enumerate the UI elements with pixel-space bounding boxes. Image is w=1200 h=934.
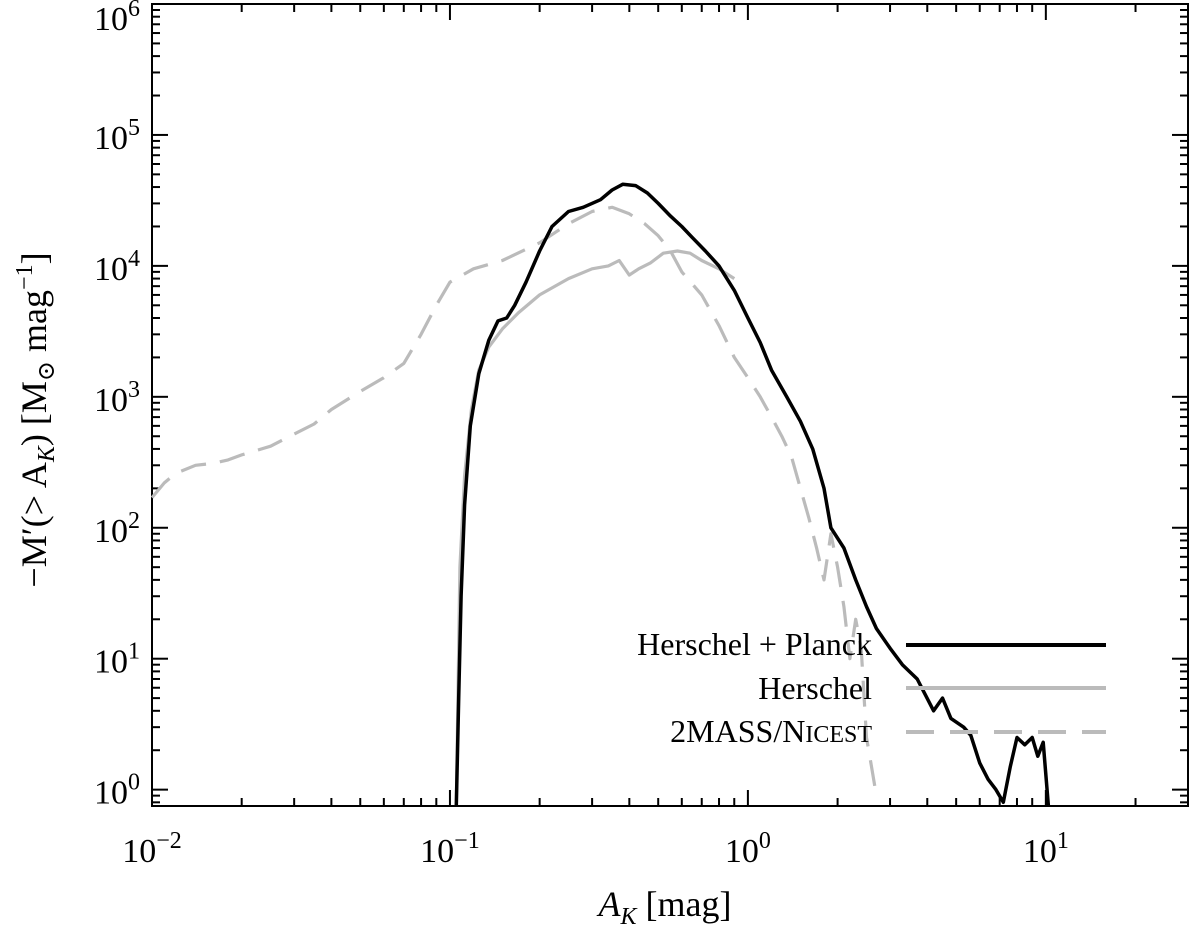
y-tick-label: 103: [94, 377, 140, 419]
x-tick-label: 10−1: [420, 828, 480, 870]
y-tick-label: 104: [94, 246, 140, 288]
x-tick-label: 100: [725, 828, 771, 870]
y-tick-label: 102: [94, 508, 140, 550]
y-tick-label: 100: [94, 770, 140, 812]
y-tick-label: 106: [94, 0, 140, 38]
x-tick-label: 10−2: [122, 828, 182, 870]
series-layer: [150, 182, 1051, 807]
plot-frame: [151, 3, 1189, 807]
series-line-2mass-nicest: [150, 205, 878, 796]
legend-label-herschel: Herschel: [758, 670, 872, 706]
ticks: [151, 3, 1189, 806]
y-tick-label: 101: [94, 639, 140, 681]
y-tick-labels: 100 101 102 103 104 105 106: [94, 0, 140, 812]
x-tick-label: 101: [1023, 828, 1069, 870]
x-axis-label: AK [mag]: [597, 884, 732, 930]
y-axis-label: −M′(> AK) [M⊙ mag−1]: [12, 252, 60, 587]
x-tick-labels: 10−2 10−1 100 101: [122, 828, 1069, 870]
legend-label-2mass-nicest: 2MASS/NICEST: [670, 713, 872, 749]
series-line-herschel-planck: [454, 182, 1051, 807]
y-tick-label: 105: [94, 115, 140, 157]
legend: Herschel + Planck Herschel 2MASS/NICEST: [637, 626, 1106, 749]
legend-label-herschel-planck: Herschel + Planck: [637, 626, 872, 662]
